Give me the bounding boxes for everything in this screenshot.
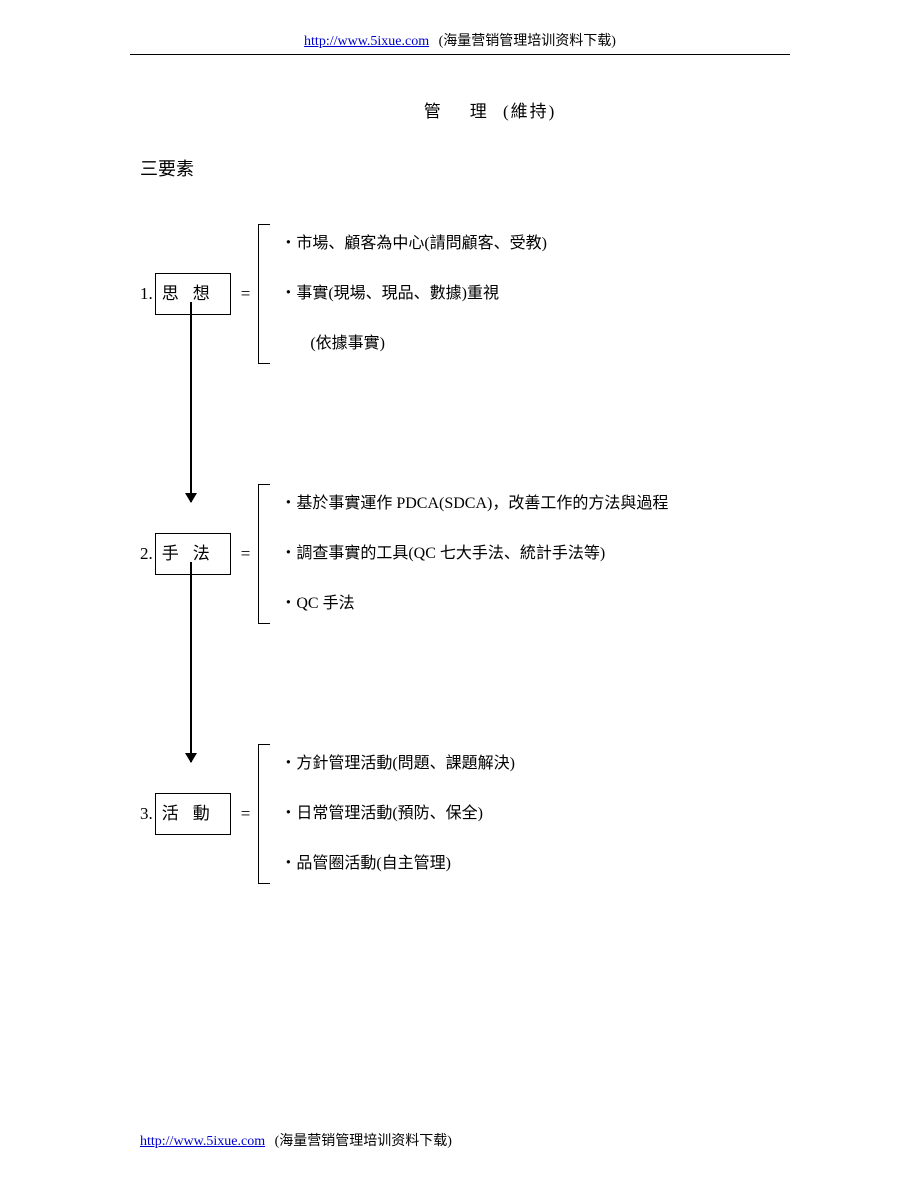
footer-note: (海量营销管理培训资料下载): [275, 1134, 452, 1149]
node-number: 1.: [140, 280, 153, 307]
equals-sign: =: [241, 540, 251, 567]
item-list: ・基於事實運作 PDCA(SDCA)，改善工作的方法與過程・調查事實的工具(QC…: [270, 484, 668, 624]
diagram: 1.思想 = ・市場、顧客為中心(請問顧客、受教) ・事實(現場、現品、數據)重視 (依…: [140, 224, 800, 944]
page-title: 管 理 (維持): [180, 98, 800, 125]
page-content: 管 理 (維持) 三要素 1.思想 = ・市場、顧客為中心(請問顧客、受教) ・事實(…: [140, 80, 800, 944]
title-main: 管 理: [424, 102, 493, 121]
header-link[interactable]: http://www.5ixue.com: [304, 34, 429, 49]
arrow-down-icon: [190, 562, 192, 762]
list-item: ・調查事實的工具(QC 七大手法、統計手法等): [280, 542, 668, 566]
section-title: 三要素: [140, 155, 800, 184]
list-item: ・事實(現場、現品、數據)重視: [280, 282, 547, 306]
bracket: [258, 484, 270, 624]
node-box: 思想: [155, 273, 231, 314]
arrow-down-icon: [190, 302, 192, 502]
node-number: 2.: [140, 540, 153, 567]
list-item: ・方針管理活動(問題、課題解決): [280, 752, 515, 776]
item-list: ・市場、顧客為中心(請問顧客、受教) ・事實(現場、現品、數據)重視 (依據事實): [270, 224, 547, 364]
equals-sign: =: [241, 280, 251, 307]
item-list: ・方針管理活動(問題、課題解決) ・日常管理活動(預防、保全) ・品管圈活動(自主管…: [270, 744, 515, 884]
node-box: 活動: [155, 793, 231, 834]
list-item: ・QC 手法: [280, 592, 668, 616]
list-item: ・日常管理活動(預防、保全): [280, 802, 515, 826]
page-footer: http://www.5ixue.com (海量营销管理培训资料下载): [0, 1130, 920, 1150]
list-item: ・市場、顧客為中心(請問顧客、受教): [280, 232, 547, 256]
list-item: (依據事實): [280, 332, 547, 356]
page-header: http://www.5ixue.com (海量营销管理培训资料下载): [0, 30, 920, 50]
list-item: ・品管圈活動(自主管理): [280, 852, 515, 876]
equals-sign: =: [241, 800, 251, 827]
title-paren: (維持): [503, 102, 556, 121]
node-number: 3.: [140, 800, 153, 827]
header-rule: [130, 54, 790, 55]
bracket: [258, 744, 270, 884]
bracket: [258, 224, 270, 364]
header-note: (海量营销管理培训资料下载): [439, 34, 616, 49]
node-row: 2.手法 = ・基於事實運作 PDCA(SDCA)，改善工作的方法與過程・調查事實的…: [140, 484, 668, 624]
footer-link[interactable]: http://www.5ixue.com: [140, 1134, 265, 1149]
list-item: ・基於事實運作 PDCA(SDCA)，改善工作的方法與過程: [280, 492, 668, 516]
node-row: 1.思想 = ・市場、顧客為中心(請問顧客、受教) ・事實(現場、現品、數據)重視 (依…: [140, 224, 547, 364]
node-box: 手法: [155, 533, 231, 574]
node-row: 3.活動 = ・方針管理活動(問題、課題解決) ・日常管理活動(預防、保全) ・品管圈活…: [140, 744, 515, 884]
